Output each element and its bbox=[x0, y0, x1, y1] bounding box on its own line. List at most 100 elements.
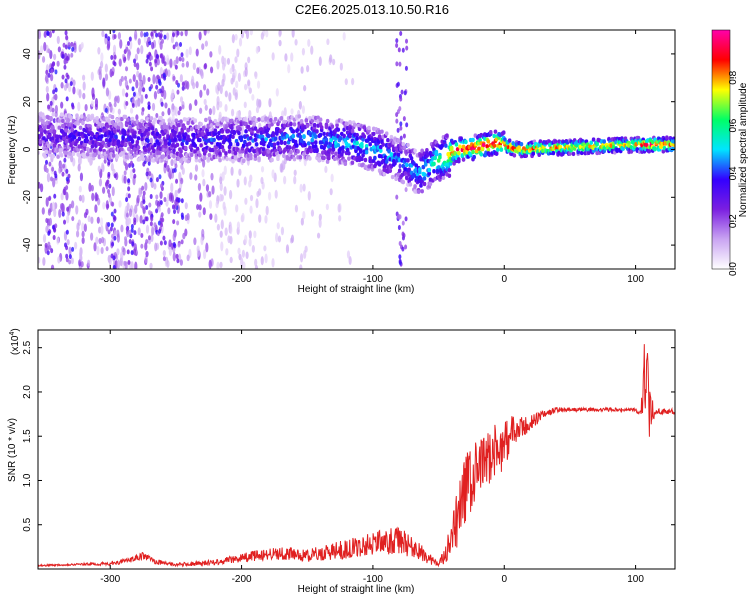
heatmap-cell bbox=[302, 134, 306, 139]
heatmap-cell bbox=[90, 71, 94, 81]
heatmap-cell bbox=[160, 212, 164, 218]
heatmap-cell bbox=[350, 160, 355, 165]
heatmap-cell bbox=[222, 73, 226, 83]
heatmap-cell bbox=[336, 127, 341, 132]
heatmap-cell bbox=[170, 171, 175, 179]
heatmap-cell bbox=[244, 234, 248, 245]
heatmap-cell bbox=[140, 243, 144, 249]
heatmap-cell bbox=[455, 147, 460, 152]
heatmap-cell bbox=[48, 217, 52, 226]
heatmap-cell bbox=[142, 161, 146, 167]
heatmap-cell bbox=[144, 242, 148, 251]
heatmap-cell bbox=[122, 247, 126, 256]
heatmap-cell bbox=[56, 154, 60, 159]
heatmap-cell bbox=[110, 54, 114, 60]
heatmap-cell bbox=[199, 107, 203, 114]
heatmap-cell bbox=[183, 132, 188, 137]
heatmap-cell bbox=[405, 38, 409, 44]
heatmap-cell bbox=[62, 163, 66, 169]
heatmap-cell bbox=[380, 129, 384, 134]
heatmap-cell bbox=[406, 142, 410, 148]
heatmap-cell bbox=[78, 125, 83, 130]
heatmap-cell bbox=[126, 215, 130, 225]
heatmap-cell bbox=[113, 54, 117, 60]
heatmap-cell bbox=[310, 118, 315, 124]
heatmap-cell bbox=[141, 156, 146, 162]
heatmap-cell bbox=[124, 75, 128, 81]
heatmap-cell bbox=[248, 136, 253, 141]
heatmap-cell bbox=[113, 229, 118, 237]
heatmap-cell bbox=[175, 253, 179, 259]
heatmap-cell bbox=[290, 234, 295, 243]
heatmap-cell bbox=[137, 97, 141, 107]
heatmap-cell bbox=[670, 146, 675, 152]
heatmap-cell bbox=[54, 104, 58, 114]
heatmap-cell bbox=[241, 143, 246, 148]
heatmap-cell bbox=[272, 142, 277, 147]
heatmap-cell bbox=[41, 207, 45, 215]
heatmap-cell bbox=[188, 103, 192, 111]
heatmap-cell bbox=[77, 163, 81, 172]
heatmap-cell bbox=[123, 170, 127, 176]
heatmap-cell bbox=[199, 121, 203, 127]
heatmap-cell bbox=[97, 165, 101, 173]
heatmap-cell bbox=[313, 140, 318, 145]
heatmap-cell bbox=[152, 148, 156, 154]
heatmap-cell bbox=[244, 66, 248, 77]
heatmap-cell bbox=[538, 139, 543, 144]
heatmap-cell bbox=[135, 79, 139, 89]
heatmap-cell bbox=[299, 253, 304, 263]
heatmap-cell bbox=[142, 74, 146, 85]
heatmap-cell bbox=[186, 120, 190, 126]
heatmap-cell bbox=[289, 149, 293, 155]
heatmap-cell bbox=[172, 232, 176, 242]
heatmap-cell bbox=[127, 178, 131, 184]
heatmap-cell bbox=[477, 146, 481, 151]
heatmap-cell bbox=[239, 135, 244, 140]
heatmap-cell bbox=[401, 163, 406, 169]
heatmap-cell bbox=[71, 104, 75, 110]
heatmap-cell bbox=[193, 143, 198, 148]
heatmap-cell bbox=[117, 122, 122, 127]
heatmap-cell bbox=[322, 155, 326, 161]
heatmap-cell bbox=[298, 155, 303, 160]
heatmap-cell bbox=[260, 165, 265, 173]
snr-series-line bbox=[38, 344, 675, 568]
heatmap-cell bbox=[48, 133, 52, 139]
heatmap-cell bbox=[223, 57, 227, 67]
heatmap-cell bbox=[203, 62, 208, 70]
heatmap-cell bbox=[140, 136, 144, 142]
heatmap-cell bbox=[299, 118, 304, 124]
heatmap-cell bbox=[68, 254, 72, 260]
heatmap-cell bbox=[166, 32, 170, 41]
heatmap-cell bbox=[95, 193, 99, 201]
heatmap-cell bbox=[399, 96, 403, 102]
heatmap-cell bbox=[441, 175, 446, 180]
heatmap-cell bbox=[112, 214, 116, 220]
heatmap-cell bbox=[159, 222, 163, 228]
heatmap-cell bbox=[150, 145, 155, 150]
heatmap-cell bbox=[144, 216, 148, 222]
heatmap-cell bbox=[219, 101, 223, 108]
heatmap-cell bbox=[184, 214, 188, 222]
heatmap-cell bbox=[278, 30, 282, 36]
heatmap-cell bbox=[248, 152, 253, 158]
heatmap-cell bbox=[54, 87, 58, 93]
heatmap-cell bbox=[53, 170, 57, 176]
heatmap-cell bbox=[92, 148, 97, 153]
heatmap-cell bbox=[150, 216, 154, 222]
heatmap-cell bbox=[107, 222, 111, 228]
snr-y-multiplier: (x104) bbox=[9, 328, 21, 355]
heatmap-cell bbox=[154, 157, 159, 162]
heatmap-cell bbox=[386, 137, 390, 143]
heatmap-cell bbox=[236, 221, 241, 230]
heatmap-cell bbox=[48, 161, 52, 167]
heatmap-cell bbox=[260, 176, 264, 185]
heatmap-cell bbox=[53, 53, 57, 61]
heatmap-cell bbox=[216, 223, 220, 231]
heatmap-cell bbox=[136, 47, 140, 55]
heatmap-cell bbox=[273, 116, 278, 122]
heatmap-cell bbox=[335, 122, 339, 128]
heatmap-cell bbox=[293, 169, 297, 176]
